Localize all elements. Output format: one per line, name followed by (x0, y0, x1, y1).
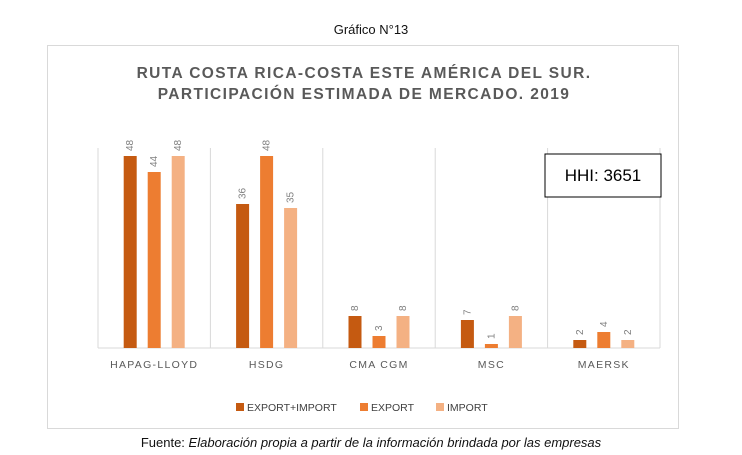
category-label: HAPAG-LLOYD (110, 359, 198, 371)
data-label: 2 (623, 329, 634, 335)
category-label: MSC (478, 359, 505, 371)
bar-hapag-lloyd-import (171, 156, 185, 348)
bar-hsdg-export-import (236, 204, 250, 348)
bar-hsdg-export (260, 156, 274, 348)
legend-label: EXPORT (371, 402, 415, 414)
data-label: 7 (462, 309, 473, 315)
data-label: 1 (486, 333, 497, 339)
bar-hapag-lloyd-export-import (123, 156, 137, 348)
legend-swatch (236, 403, 244, 411)
data-label: 3 (374, 325, 385, 331)
data-label: 8 (350, 305, 361, 311)
data-label: 8 (510, 305, 521, 311)
legend-label: EXPORT+IMPORT (247, 402, 337, 414)
hhi-value: HHI: 3651 (565, 166, 642, 185)
bar-cma-cgm-export (372, 336, 386, 348)
bar-maersk-export-import (573, 340, 587, 348)
bar-msc-import (508, 316, 522, 348)
bar-cma-cgm-export-import (348, 316, 362, 348)
data-label: 48 (125, 139, 136, 151)
bar-maersk-import (621, 340, 635, 348)
source-prefix: Fuente: (140, 435, 185, 450)
bar-msc-export-import (460, 320, 474, 348)
bar-cma-cgm-import (396, 316, 410, 348)
bar-maersk-export (597, 332, 611, 348)
hhi-box: HHI: 3651 (544, 153, 662, 198)
bar-hsdg-import (284, 208, 298, 348)
source-text: Elaboración propia a partir de la inform… (188, 435, 602, 450)
source-note: Fuente: Elaboración propia a partir de l… (0, 435, 742, 450)
chart-title-line-1: RUTA COSTA RICA-COSTA ESTE AMÉRICA DEL S… (137, 65, 592, 82)
data-label: 2 (575, 329, 586, 335)
chart-frame: RUTA COSTA RICA-COSTA ESTE AMÉRICA DEL S… (47, 45, 679, 429)
bar-hapag-lloyd-export (147, 172, 161, 348)
category-label: MAERSK (578, 359, 630, 371)
data-label: 48 (262, 139, 273, 151)
data-label: 36 (238, 187, 249, 199)
bar-msc-export (484, 344, 498, 348)
data-label: 44 (149, 155, 160, 167)
figure-caption: Gráfico N°13 (333, 22, 409, 37)
data-label: 48 (173, 139, 184, 151)
category-label: HSDG (249, 359, 285, 371)
legend-swatch (436, 403, 444, 411)
bar-chart: RUTA COSTA RICA-COSTA ESTE AMÉRICA DEL S… (97, 65, 662, 414)
legend-label: IMPORT (447, 402, 488, 414)
chart-title-line-2: PARTICIPACIÓN ESTIMADA DE MERCADO. 2019 (158, 85, 571, 103)
data-label: 4 (599, 321, 610, 327)
legend-swatch (360, 403, 368, 411)
data-label: 8 (398, 305, 409, 311)
category-label: CMA CGM (349, 359, 408, 371)
data-label: 35 (286, 191, 297, 203)
